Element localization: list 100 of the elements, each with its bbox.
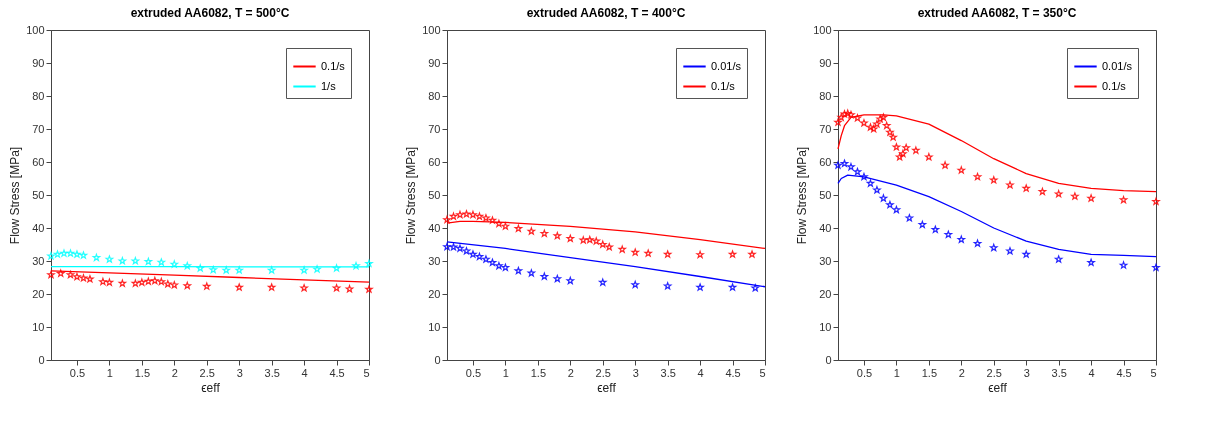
- point: [840, 110, 849, 118]
- point: [866, 179, 875, 187]
- point: [118, 257, 127, 265]
- point: [495, 262, 503, 270]
- point: [644, 249, 652, 257]
- point: [73, 272, 81, 281]
- point: [462, 210, 471, 218]
- y-tick-label: 40: [819, 221, 832, 234]
- point: [456, 244, 464, 252]
- point: [918, 220, 927, 229]
- x-tick-label: 2: [567, 366, 574, 379]
- x-tick-label: 2.5: [199, 366, 215, 379]
- point: [469, 250, 477, 258]
- y-tick-label: 10: [428, 320, 441, 333]
- point: [886, 200, 894, 209]
- point: [553, 274, 562, 283]
- y-tick-label: 90: [428, 56, 441, 69]
- point: [834, 161, 842, 169]
- point: [53, 250, 62, 258]
- point: [170, 260, 179, 268]
- point: [313, 265, 321, 273]
- x-tick-label: 3.5: [264, 366, 280, 379]
- y-tick-label: 90: [819, 56, 832, 69]
- point: [138, 278, 146, 286]
- y-tick-label: 50: [819, 188, 832, 201]
- point: [592, 237, 601, 245]
- y-tick-label: 100: [26, 23, 45, 36]
- point: [47, 252, 55, 260]
- x-tick-label: 1: [106, 366, 113, 379]
- point: [631, 248, 639, 256]
- point: [202, 282, 211, 290]
- point: [118, 279, 127, 287]
- point: [892, 143, 901, 151]
- point: [131, 257, 140, 265]
- point: [170, 281, 179, 289]
- point: [47, 270, 55, 279]
- y-tick-label: 70: [428, 122, 441, 135]
- point: [332, 284, 341, 292]
- y-axis-title: Flow Stress [MPa]: [8, 146, 23, 245]
- point: [889, 133, 897, 141]
- legend-label: 0.01/s: [711, 59, 742, 72]
- legend-label: 0.1/s: [1102, 79, 1127, 92]
- point: [196, 264, 205, 272]
- point: [332, 264, 341, 272]
- point: [663, 250, 672, 258]
- x-tick-label: 4.5: [329, 366, 345, 379]
- point: [1038, 187, 1047, 196]
- point: [696, 250, 704, 259]
- point: [1071, 192, 1079, 200]
- point: [989, 243, 998, 252]
- point: [99, 277, 107, 286]
- point: [1006, 247, 1014, 255]
- point: [941, 161, 949, 169]
- point: [462, 247, 471, 255]
- y-tick-label: 30: [428, 254, 441, 267]
- y-tick-label: 0: [434, 353, 441, 366]
- y-tick-label: 60: [32, 155, 45, 168]
- y-tick-label: 20: [428, 287, 441, 300]
- x-tick-label: 2: [171, 366, 178, 379]
- x-tick-label: 3: [1023, 366, 1030, 379]
- point: [1054, 190, 1063, 198]
- point: [475, 212, 484, 220]
- y-tick-label: 60: [428, 155, 441, 168]
- point: [488, 216, 497, 224]
- point: [267, 266, 276, 274]
- point: [886, 128, 894, 136]
- point: [931, 225, 940, 233]
- point: [860, 172, 868, 181]
- point: [105, 255, 114, 263]
- y-tick-label: 90: [32, 56, 45, 69]
- point: [73, 250, 81, 258]
- point: [989, 176, 998, 184]
- point: [105, 278, 114, 286]
- point: [840, 159, 849, 167]
- point: [151, 276, 159, 285]
- point: [131, 279, 140, 287]
- point: [879, 194, 888, 202]
- point: [579, 236, 588, 244]
- point: [157, 258, 166, 266]
- point: [566, 276, 575, 285]
- x-axis-title: ϵeff: [988, 380, 1008, 395]
- point: [605, 243, 614, 251]
- x-tick-label: 3.5: [660, 366, 676, 379]
- point: [79, 274, 88, 282]
- point: [235, 283, 243, 291]
- point: [1054, 255, 1063, 263]
- point: [443, 215, 451, 224]
- y-tick-label: 60: [819, 155, 832, 168]
- point: [514, 266, 523, 275]
- y-tick-label: 70: [819, 122, 832, 135]
- point: [553, 231, 562, 240]
- point: [157, 277, 166, 286]
- point: [847, 110, 855, 119]
- y-tick-label: 50: [428, 188, 441, 201]
- point: [352, 262, 360, 270]
- point: [222, 266, 231, 274]
- point: [300, 284, 308, 292]
- legend-label: 0.1/s: [321, 59, 346, 72]
- point: [92, 253, 101, 262]
- point: [618, 245, 627, 253]
